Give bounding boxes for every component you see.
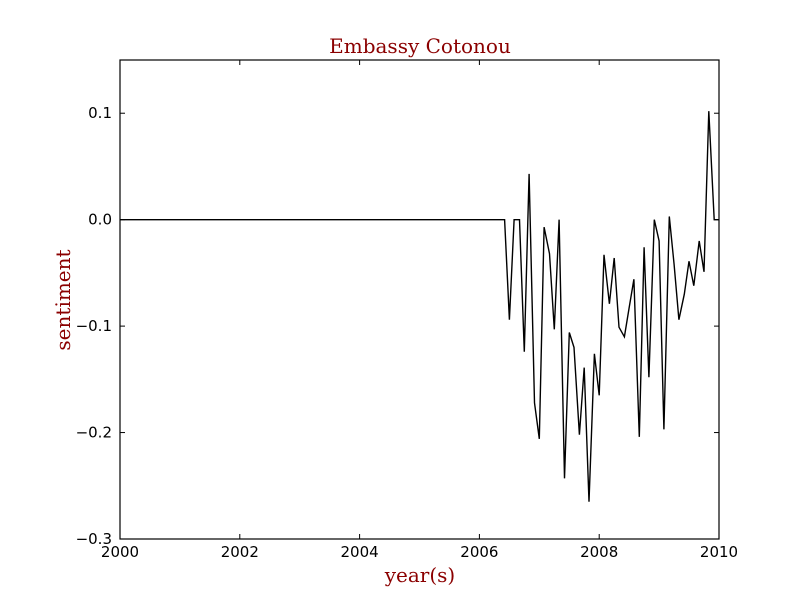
x-tick-label: 2010 bbox=[700, 543, 738, 561]
x-tick-label: 2000 bbox=[101, 543, 139, 561]
y-tick-label: −0.2 bbox=[76, 424, 112, 442]
x-tick-label: 2004 bbox=[341, 543, 379, 561]
series-group bbox=[120, 111, 719, 502]
y-tick-label: −0.3 bbox=[76, 530, 112, 548]
y-tick-label: −0.1 bbox=[76, 317, 112, 335]
y-tick-label: 0.0 bbox=[88, 211, 112, 229]
series-line bbox=[120, 111, 719, 502]
x-tick-label: 2006 bbox=[460, 543, 498, 561]
chart-title: Embassy Cotonou bbox=[329, 34, 511, 58]
x-tick-label: 2002 bbox=[221, 543, 259, 561]
plot-area: 2000 2002 2004 2006 2008 2010 −0.3 −0.2 −0.1 0.0 0… bbox=[76, 59, 738, 561]
y-tick-label: 0.1 bbox=[88, 104, 112, 122]
ticks-group: 2000 2002 2004 2006 2008 2010 −0.3 −0.2 −0.1 0.0 0… bbox=[76, 60, 738, 561]
x-axis-label: year(s) bbox=[384, 563, 456, 587]
x-tick-label: 2008 bbox=[580, 543, 618, 561]
plot-frame bbox=[119, 59, 720, 540]
y-axis-label: sentiment bbox=[51, 249, 75, 350]
